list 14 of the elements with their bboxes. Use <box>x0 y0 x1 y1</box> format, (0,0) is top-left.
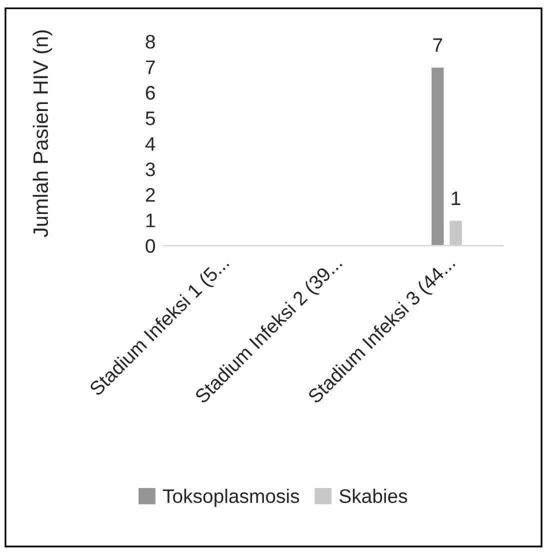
y-tick-label: 2 <box>146 188 155 202</box>
y-tick-label: 4 <box>145 137 156 151</box>
legend-label: Toksoplasmosis <box>162 488 300 507</box>
legend-label: Skabies <box>340 488 408 504</box>
y-tick-label: 6 <box>146 86 155 100</box>
y-tick-label: 1 <box>146 214 155 228</box>
y-tick-label: 3 <box>146 162 155 176</box>
data-label: 7 <box>433 38 442 52</box>
y-axis-title: Jumlah Pasien HIV (n) <box>32 30 52 238</box>
y-tick-label: 5 <box>146 112 155 126</box>
y-tick-label: 7 <box>146 60 155 74</box>
y-tick-label: 8 <box>146 34 155 49</box>
y-tick-label: 0 <box>146 239 156 253</box>
data-label: 1 <box>452 192 460 205</box>
